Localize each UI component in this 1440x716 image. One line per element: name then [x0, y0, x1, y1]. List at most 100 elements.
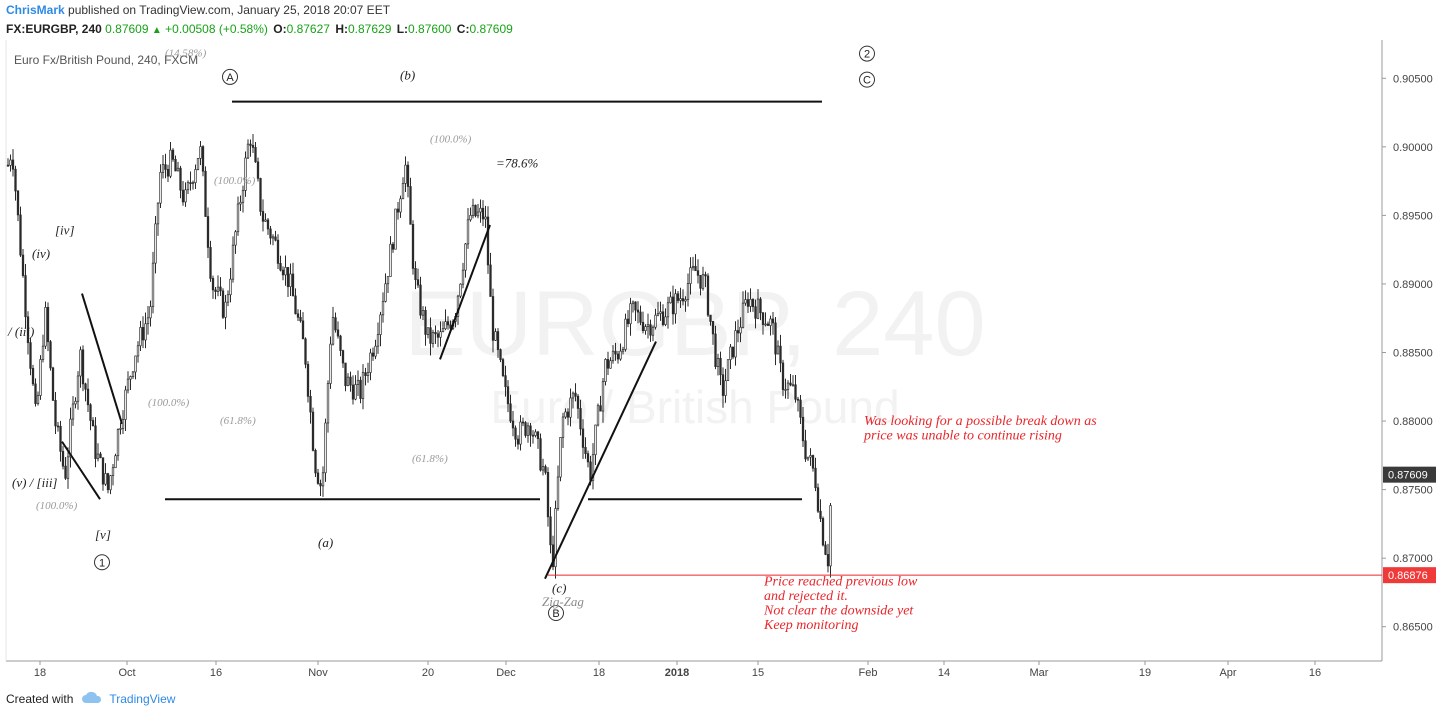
candle: [519, 415, 522, 451]
up-arrow-icon: ▲: [151, 25, 162, 36]
candle: [646, 313, 650, 339]
annotation-line: and rejected it.: [764, 589, 848, 604]
x-tick-label: Oct: [118, 667, 135, 679]
candle-body: [434, 332, 437, 335]
candle: [474, 204, 477, 218]
candle: [784, 378, 787, 399]
candle: [111, 464, 115, 486]
candle: [39, 355, 42, 400]
candle: [101, 457, 105, 491]
candle-body: [399, 198, 402, 213]
candle: [791, 375, 795, 387]
candle-body: [659, 311, 662, 314]
candle: [624, 313, 627, 352]
candle: [824, 541, 827, 556]
candle-body: [414, 268, 417, 281]
candle: [114, 453, 117, 469]
candle-body: [254, 147, 257, 163]
candle-body: [314, 450, 317, 474]
candle: [794, 374, 797, 403]
candle: [756, 289, 760, 320]
candle: [409, 177, 412, 225]
candle: [329, 336, 332, 389]
candle-body: [681, 298, 685, 302]
candle-body: [474, 204, 477, 217]
candle-body: [506, 386, 510, 405]
candle-body: [321, 472, 325, 487]
candle-body: [54, 399, 57, 427]
candle: [106, 472, 110, 494]
candle-body: [409, 186, 412, 225]
candle: [579, 399, 582, 436]
wave-circle-text: A: [226, 72, 234, 84]
candle-body: [81, 349, 85, 385]
candle: [444, 309, 447, 331]
candle-body: [609, 360, 612, 369]
candle: [194, 164, 197, 189]
candle-body: [586, 453, 590, 463]
candle-body: [804, 440, 807, 460]
candle-body: [26, 316, 30, 344]
candle: [286, 267, 290, 298]
candle-body: [326, 383, 330, 424]
y-tick-label: 0.89000: [1393, 279, 1433, 291]
candle-body: [419, 284, 422, 316]
candle: [776, 340, 780, 355]
tradingview-link[interactable]: TradingView: [109, 691, 176, 706]
candle: [129, 375, 132, 391]
candle: [116, 428, 120, 461]
candle-body: [621, 349, 625, 352]
last-price-tag-bg: [1383, 466, 1436, 483]
candle-body: [384, 283, 387, 302]
candle: [161, 154, 165, 179]
candle-body: [566, 411, 570, 418]
candle-body: [79, 349, 82, 377]
candle: [64, 456, 67, 480]
trend-line: [439, 224, 491, 360]
candle: [71, 396, 75, 426]
candle: [216, 275, 220, 297]
candle: [764, 312, 767, 327]
candle: [91, 417, 95, 427]
candle: [664, 308, 667, 327]
candle: [231, 236, 235, 283]
candle-body: [131, 371, 135, 377]
candle: [806, 456, 810, 461]
candle-body: [526, 425, 530, 436]
created-with-text: Created with: [6, 691, 74, 706]
wave-circle-label: A: [222, 68, 238, 85]
candle-body: [114, 455, 117, 469]
candle: [654, 308, 657, 330]
candle: [379, 311, 382, 347]
close-label: C:: [456, 22, 470, 36]
candle: [21, 249, 25, 278]
candle-body: [324, 422, 327, 474]
x-tick-label: 20: [422, 667, 434, 679]
wave-circle-text: 1: [99, 557, 105, 569]
chart-title: Euro Fx/British Pound, 240, FXCM: [14, 53, 198, 67]
candle: [661, 304, 665, 327]
candle-body: [629, 303, 632, 325]
wave-label: (v) / [iii]: [12, 475, 58, 490]
candle: [766, 321, 770, 326]
candle-body: [251, 145, 255, 148]
candle-body: [761, 312, 765, 325]
symbol-label[interactable]: FX:EURGBP, 240: [6, 22, 102, 36]
candle: [139, 320, 142, 351]
candle: [694, 254, 697, 272]
candle-body: [349, 376, 352, 386]
annotation-line: Keep monitoring: [763, 618, 859, 633]
candle-body: [819, 510, 822, 519]
candle: [49, 340, 52, 371]
author-link[interactable]: ChrisMark: [6, 3, 65, 17]
y-tick-label: 0.89500: [1393, 210, 1433, 222]
candle-body: [19, 214, 22, 256]
candle-body: [441, 328, 445, 333]
candle-body: [791, 384, 795, 387]
candle-body: [596, 405, 600, 426]
candle-body: [86, 388, 90, 406]
candle-body: [44, 307, 47, 347]
candle-body: [391, 243, 395, 250]
candle-body: [341, 350, 345, 364]
